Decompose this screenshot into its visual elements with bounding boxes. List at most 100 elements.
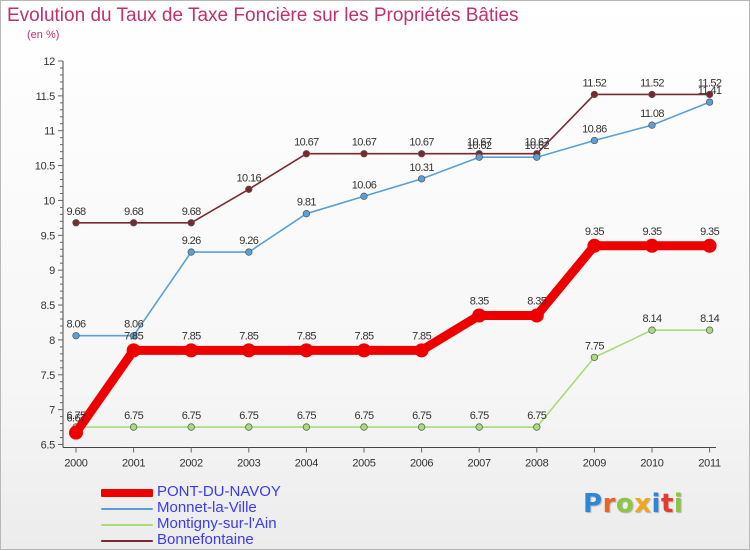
data-label: 6.75: [470, 410, 489, 422]
data-point: [245, 248, 253, 256]
x-tick-label: 2010: [640, 458, 663, 470]
y-tick-label: 6.5: [41, 440, 56, 452]
data-point: [69, 425, 83, 440]
y-tick-label: 10.5: [35, 161, 55, 173]
data-point: [533, 153, 541, 161]
data-point: [245, 423, 253, 431]
y-axis-unit: (en %): [27, 29, 60, 41]
data-point: [645, 238, 659, 253]
x-tick-label: 2002: [180, 458, 203, 470]
data-label: 6.75: [412, 410, 431, 422]
data-label: 8.35: [527, 296, 546, 308]
data-point: [475, 153, 483, 161]
data-point: [360, 150, 368, 158]
y-tick-label: 11: [44, 126, 55, 138]
y-tick-label: 11.5: [36, 91, 56, 103]
data-point: [129, 332, 138, 340]
data-point: [705, 90, 714, 99]
data-label: 10.16: [237, 172, 262, 184]
series-line: [76, 329, 710, 428]
data-label: 9.68: [66, 206, 85, 218]
data-label: 7.85: [297, 330, 316, 342]
data-point: [533, 423, 541, 431]
y-tick-label: 7: [49, 405, 55, 417]
legend-swatch: [101, 508, 153, 510]
data-point: [245, 185, 253, 193]
series-line: [76, 101, 710, 337]
data-point: [590, 136, 599, 145]
data-label: 6.75: [182, 410, 201, 422]
data-point: [299, 343, 314, 358]
logo-letter: P: [583, 489, 603, 519]
data-point: [472, 308, 487, 323]
y-tick-label: 7.5: [41, 370, 56, 382]
legend-swatch: [101, 540, 153, 542]
data-label: 10.62: [525, 140, 550, 152]
data-point: [241, 343, 256, 358]
data-point: [129, 423, 138, 431]
x-tick-label: 2008: [525, 458, 548, 470]
y-tick-label: 8: [49, 335, 55, 347]
x-tick-label: 2009: [583, 458, 606, 470]
chart-title: Evolution du Taux de Taxe Foncière sur l…: [7, 5, 519, 26]
data-label: 9.35: [585, 226, 604, 238]
data-label: 9.35: [642, 226, 661, 238]
data-point: [590, 353, 599, 361]
data-label: 10.67: [525, 137, 550, 149]
data-point: [187, 219, 195, 227]
data-point: [129, 219, 138, 227]
data-label: 10.67: [294, 137, 319, 149]
logo-letter: x: [634, 489, 652, 519]
legend-label: Montigny-sur-l'Ain: [157, 515, 277, 532]
data-label: 10.62: [467, 140, 492, 152]
data-point: [417, 423, 426, 431]
data-label: 10.06: [352, 179, 377, 191]
logo-letter: i: [651, 489, 661, 519]
data-point: [187, 248, 195, 256]
data-point: [648, 326, 656, 334]
data-label: 7.85: [412, 330, 431, 342]
data-label: 6.75: [527, 410, 546, 422]
data-point: [417, 150, 426, 158]
data-label: 11.41: [698, 85, 722, 97]
series-line: [72, 241, 710, 436]
data-point: [187, 423, 195, 431]
data-label: 11.52: [583, 77, 607, 89]
y-tick-label: 10: [43, 195, 55, 207]
x-tick-label: 2011: [698, 458, 721, 470]
data-label: 10.67: [352, 137, 377, 149]
data-point: [360, 192, 368, 200]
data-point: [414, 343, 429, 358]
data-label: 7.85: [239, 330, 258, 342]
data-label: 11.52: [698, 77, 722, 89]
data-point: [648, 121, 656, 129]
data-label: 7.85: [124, 330, 143, 342]
logo-letter: o: [615, 489, 635, 519]
data-label: 6.75: [239, 410, 258, 422]
data-label: 6.75: [124, 410, 143, 422]
data-label: 8.35: [470, 296, 489, 308]
data-label: 10.31: [409, 162, 434, 174]
x-tick-label: 2007: [468, 458, 491, 470]
data-point: [417, 175, 426, 183]
legend-swatch: [101, 489, 153, 497]
data-point: [72, 332, 80, 340]
logo-letter: r: [602, 489, 616, 519]
data-point: [702, 238, 717, 253]
x-tick-label: 2000: [64, 458, 87, 470]
data-label: 6.75: [297, 410, 316, 422]
data-label: 7.75: [585, 340, 604, 352]
data-label: 9.26: [182, 235, 201, 247]
data-point: [126, 343, 141, 358]
data-label: 9.81: [297, 197, 316, 209]
data-point: [475, 423, 483, 431]
data-point: [529, 308, 544, 323]
data-label: 9.26: [239, 235, 258, 247]
series-line: [76, 93, 710, 224]
logo-letter: i: [673, 489, 684, 519]
data-point: [360, 423, 368, 431]
series-monnet-la-ville: 8.06 8.06 9.26 9.26 9.81 10.06 10.31 10.62 10.62…: [66, 85, 723, 340]
data-point: [705, 98, 714, 106]
